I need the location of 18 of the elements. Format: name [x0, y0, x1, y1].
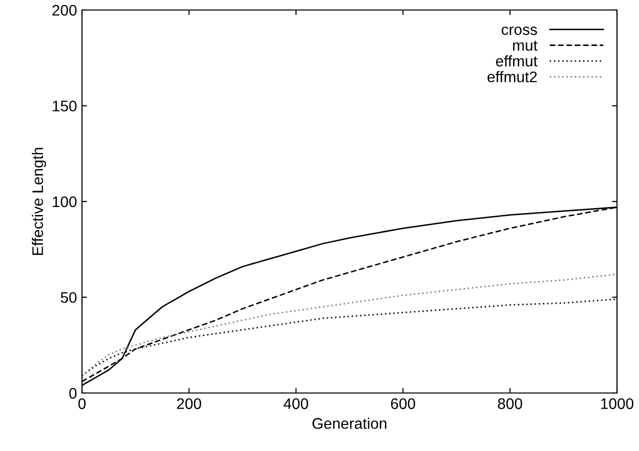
- y-axis-title: Effective Length: [32, 148, 46, 255]
- y-tick-label: 150: [52, 100, 77, 112]
- y-tick-label: 50: [60, 292, 77, 303]
- y-tick-label: 200: [52, 4, 77, 16]
- legend-label: cross: [502, 26, 538, 35]
- legend-label: effmut2: [488, 71, 537, 82]
- x-tick-label: 400: [284, 398, 308, 410]
- x-tick-label: 0: [78, 398, 86, 410]
- x-tick-label: 200: [177, 398, 202, 410]
- x-axis-title: Generation: [312, 418, 386, 429]
- legend-label: effmut: [496, 55, 538, 67]
- x-tick-label: 1000: [601, 398, 634, 410]
- x-tick-label: 600: [391, 398, 416, 410]
- y-tick-label: 100: [52, 196, 77, 208]
- legend-label: mut: [513, 40, 538, 51]
- y-tick-label: 0: [69, 388, 77, 399]
- x-tick-label: 800: [498, 398, 522, 410]
- line-series: [82, 274, 617, 376]
